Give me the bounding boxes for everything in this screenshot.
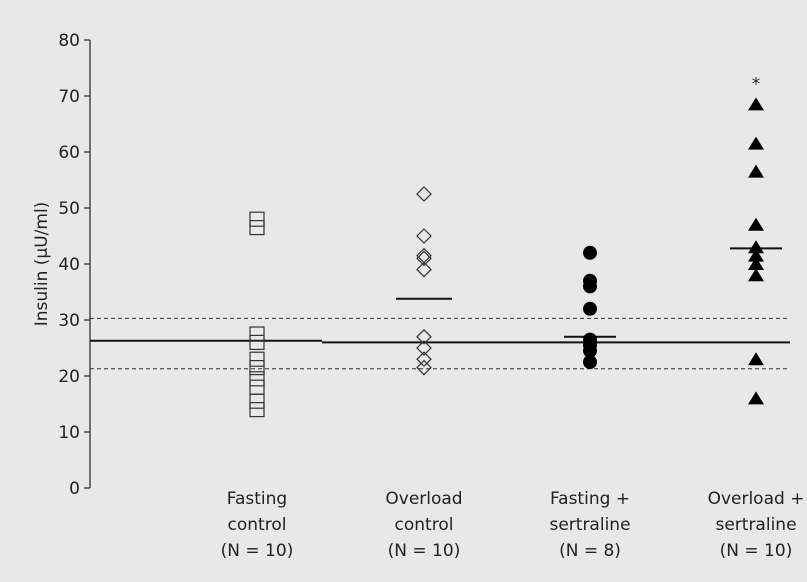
category-labels: Fasting control (N = 10) Overload control (N …: [221, 489, 805, 561]
square-point: [249, 393, 265, 409]
diamond-point: [416, 328, 432, 345]
y-tick-label: 30: [58, 311, 80, 331]
y-axis-label: Insulin (μU/ml): [32, 202, 52, 327]
data-points: [249, 97, 764, 418]
diamond-point: [416, 228, 432, 244]
diamond-point: [416, 359, 432, 376]
y-tick-label: 70: [58, 87, 80, 107]
diamond-point: [416, 250, 432, 267]
square-point: [249, 379, 265, 395]
diamond-point: [416, 261, 432, 278]
category-label-line: sertraline: [715, 515, 796, 535]
y-tick-label: 80: [58, 31, 80, 51]
circle-point: [583, 279, 597, 294]
category-label-line: Fasting +: [550, 489, 630, 509]
reference-lines: [90, 317, 790, 370]
triangle-point: [748, 257, 764, 270]
category-label-line: sertraline: [549, 515, 630, 535]
category-label-line: (N = 8): [559, 541, 621, 561]
square-point: [249, 220, 265, 236]
category-label-line: Overload: [385, 489, 462, 509]
category-label-line: Fasting: [227, 489, 287, 509]
triangle-point: [748, 248, 764, 262]
triangle-point: [748, 217, 764, 231]
square-point: [249, 360, 265, 376]
y-ticks: 0 10 20 30 40 50 60 70 80: [58, 31, 90, 499]
y-tick-label: 10: [58, 423, 80, 443]
category-label-line: (N = 10): [720, 541, 793, 561]
annotations: *: [752, 74, 761, 94]
triangle-point: [748, 352, 764, 366]
triangle-point: [748, 268, 764, 282]
square-point: [249, 402, 265, 418]
category-label-line: control: [395, 515, 454, 535]
circle-point: [583, 245, 597, 260]
triangle-point: [748, 391, 764, 405]
triangle-point: [748, 136, 764, 150]
diamond-point: [416, 351, 432, 368]
significance-marker: *: [752, 74, 761, 94]
circle-point: [583, 355, 597, 369]
circle-point: [583, 343, 597, 358]
triangle-point: [748, 97, 764, 111]
category-label-line: (N = 10): [388, 541, 461, 561]
y-tick-label: 60: [58, 143, 80, 163]
category-label-line: (N = 10): [221, 541, 294, 561]
square-point: [249, 326, 265, 342]
category-label-line: control: [228, 515, 287, 535]
square-point: [249, 371, 265, 387]
y-tick-label: 50: [58, 199, 80, 219]
square-point: [249, 211, 265, 227]
y-tick-label: 20: [58, 367, 80, 387]
diamond-point: [416, 186, 432, 202]
category-label-line: Overload +: [708, 489, 805, 509]
square-point: [249, 351, 265, 367]
y-tick-label: 40: [58, 255, 80, 275]
circle-point: [583, 301, 597, 316]
diamond-point: [416, 340, 432, 356]
square-point: [249, 334, 265, 350]
y-tick-label: 0: [69, 479, 80, 499]
triangle-point: [748, 240, 764, 254]
triangle-point: [748, 164, 764, 178]
